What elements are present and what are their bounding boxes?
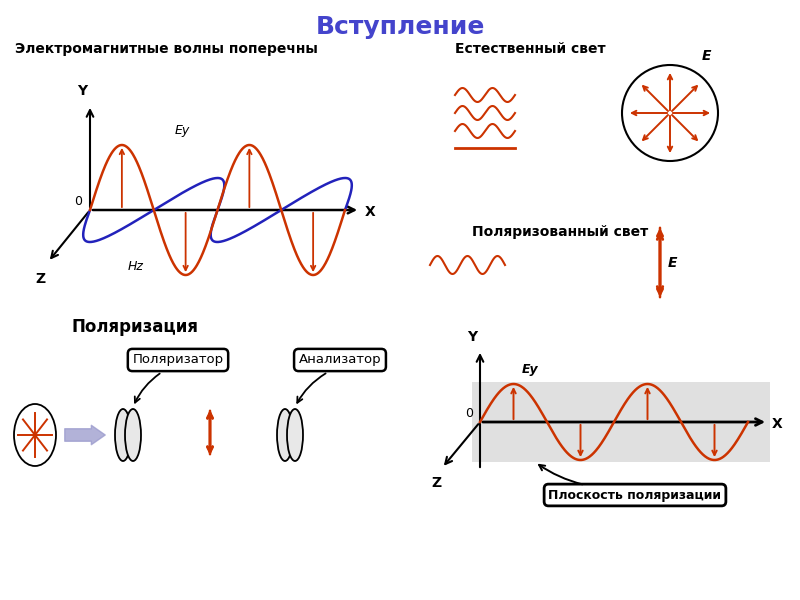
Ellipse shape [277,409,293,461]
Text: Поляризация: Поляризация [71,318,198,336]
Text: 0: 0 [74,195,82,208]
Bar [472,382,770,462]
Text: Ey: Ey [522,363,538,376]
Text: X: X [772,417,782,431]
Text: Плоскость поляризации: Плоскость поляризации [549,488,722,502]
Text: Z: Z [431,476,441,490]
Text: 0: 0 [465,407,473,420]
Text: Вступление: Вступление [315,15,485,39]
Ellipse shape [115,409,131,461]
Text: E: E [702,49,711,63]
Text: Поляризатор: Поляризатор [133,353,223,367]
Ellipse shape [287,409,303,461]
Text: Y: Y [77,84,87,98]
Ellipse shape [125,409,141,461]
Text: Z: Z [35,272,45,286]
Text: Естественный свет: Естественный свет [455,42,606,56]
Text: Поляризованный свет: Поляризованный свет [472,225,648,239]
Text: Анализатор: Анализатор [298,353,382,367]
FancyArrowPatch shape [65,425,106,445]
Text: X: X [365,205,376,219]
Text: Y: Y [467,330,477,344]
Text: Электромагнитные волны поперечны: Электромагнитные волны поперечны [15,42,318,56]
Text: Hz: Hz [128,260,144,273]
Text: E: E [668,256,678,270]
Text: Ey: Ey [175,124,190,137]
